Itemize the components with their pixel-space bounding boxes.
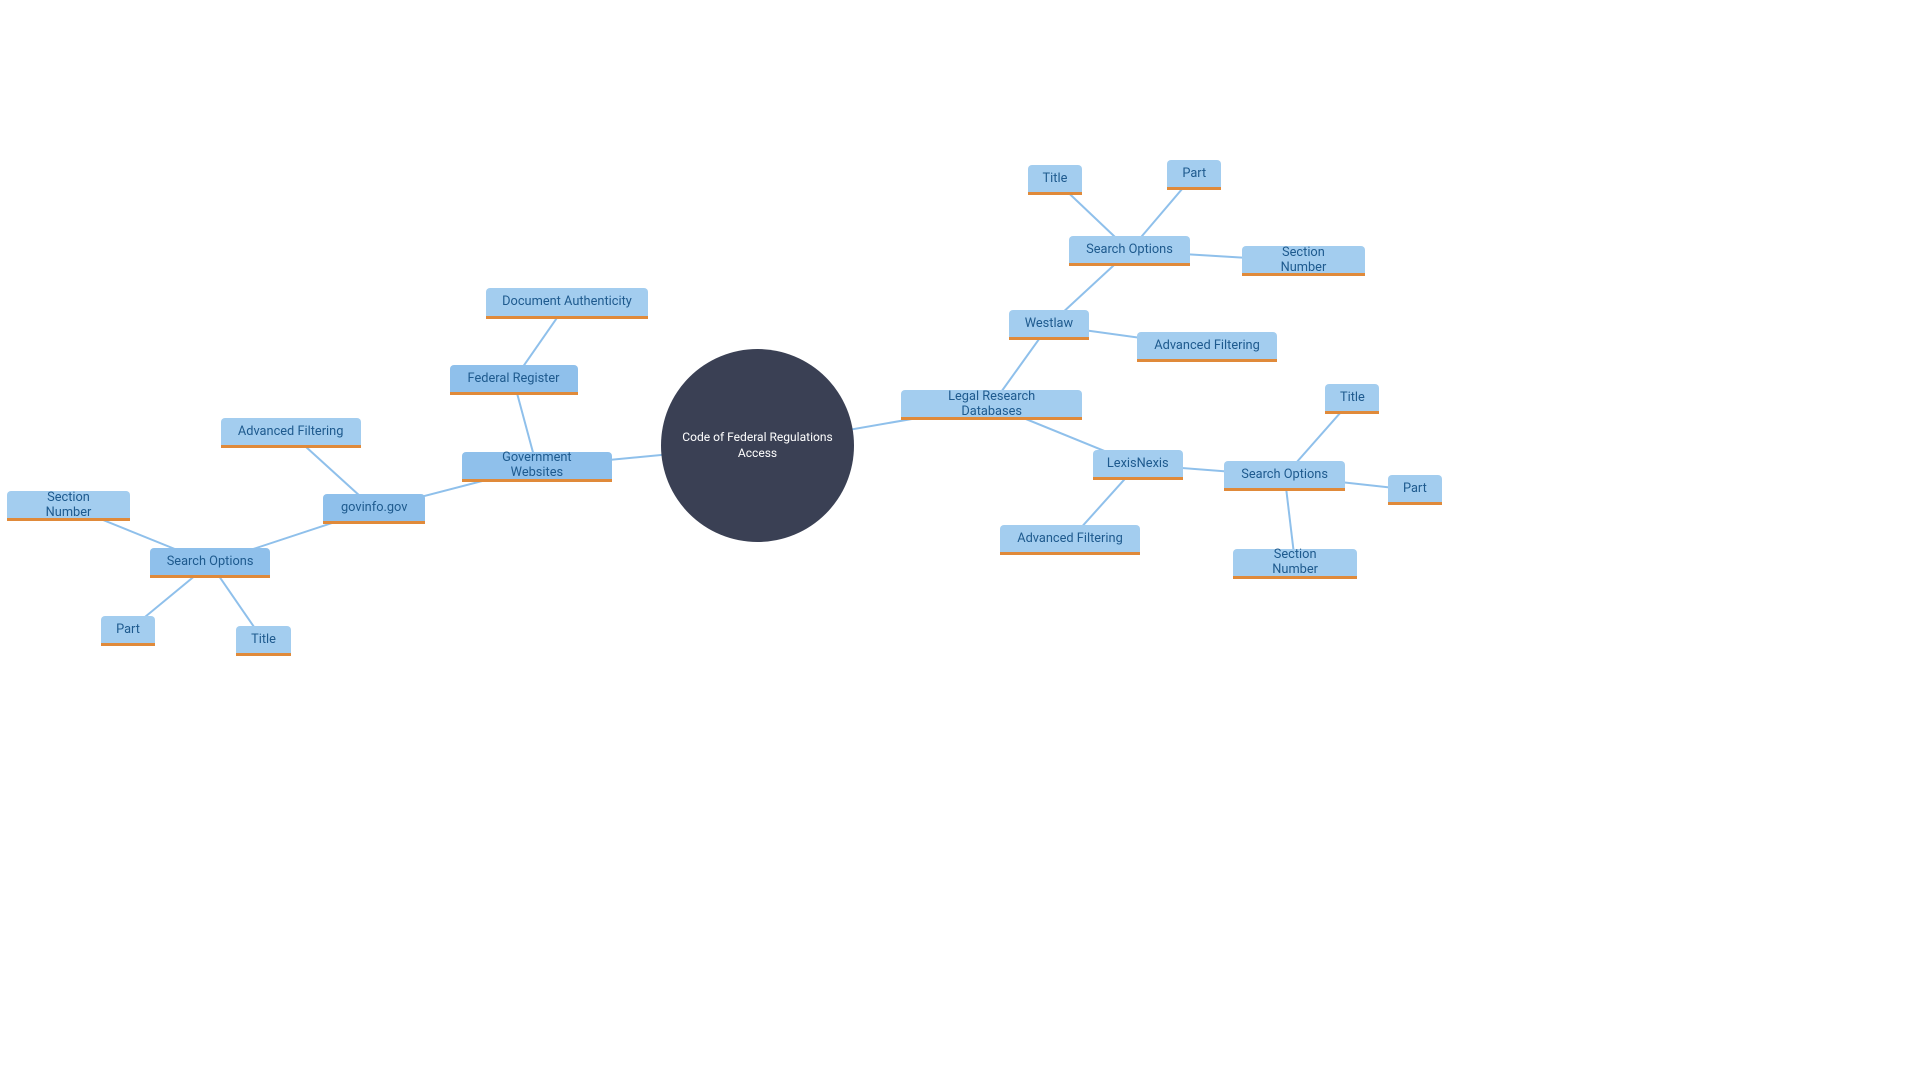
- central-node[interactable]: Code of Federal Regulations Access: [661, 349, 854, 542]
- node-title3[interactable]: Title: [1325, 384, 1379, 414]
- node-label: Part: [116, 622, 140, 637]
- node-fedreg[interactable]: Federal Register: [450, 365, 578, 395]
- node-legal[interactable]: Legal Research Databases: [901, 390, 1082, 420]
- mindmap-canvas: Code of Federal Regulations Access Govern…: [0, 0, 1920, 1080]
- node-label: Title: [1043, 171, 1068, 186]
- node-label: Westlaw: [1025, 316, 1073, 331]
- node-title1[interactable]: Title: [236, 626, 290, 656]
- node-docauth[interactable]: Document Authenticity: [486, 288, 649, 318]
- node-advfilt3[interactable]: Advanced Filtering: [1000, 525, 1140, 555]
- node-label: Section Number: [1249, 547, 1340, 577]
- node-label: Advanced Filtering: [1017, 531, 1123, 546]
- node-part1[interactable]: Part: [101, 616, 155, 646]
- node-part3[interactable]: Part: [1388, 475, 1442, 505]
- node-label: Advanced Filtering: [1154, 338, 1260, 353]
- node-label: Legal Research Databases: [917, 389, 1066, 419]
- node-search2[interactable]: Search Options: [1069, 236, 1189, 266]
- node-govinfo[interactable]: govinfo.gov: [323, 494, 425, 524]
- node-lexis[interactable]: LexisNexis: [1093, 450, 1183, 480]
- node-secnum3[interactable]: Section Number: [1233, 549, 1356, 579]
- node-label: LexisNexis: [1107, 456, 1169, 471]
- node-label: Title: [1340, 390, 1365, 405]
- node-label: Section Number: [23, 490, 114, 520]
- node-westlaw[interactable]: Westlaw: [1009, 310, 1089, 340]
- node-label: Federal Register: [468, 371, 560, 386]
- node-label: Search Options: [167, 554, 254, 569]
- node-search1[interactable]: Search Options: [150, 548, 270, 578]
- node-label: Advanced Filtering: [238, 424, 344, 439]
- node-label: Section Number: [1258, 245, 1349, 275]
- node-label: Search Options: [1241, 467, 1328, 482]
- edges-layer: [0, 0, 1920, 1080]
- node-advfilt2[interactable]: Advanced Filtering: [1137, 332, 1277, 362]
- node-gov[interactable]: Government Websites: [462, 452, 613, 482]
- node-label: Part: [1182, 166, 1206, 181]
- node-part2[interactable]: Part: [1167, 160, 1221, 190]
- node-advfilt1[interactable]: Advanced Filtering: [221, 418, 361, 448]
- node-secnum1[interactable]: Section Number: [7, 491, 130, 521]
- node-label: Document Authenticity: [502, 294, 632, 309]
- node-label: Search Options: [1086, 242, 1173, 257]
- node-search3[interactable]: Search Options: [1224, 461, 1344, 491]
- node-title2[interactable]: Title: [1028, 165, 1082, 195]
- node-label: Part: [1403, 481, 1427, 496]
- node-label: Government Websites: [478, 450, 597, 480]
- node-label: Title: [251, 632, 276, 647]
- node-secnum2[interactable]: Section Number: [1242, 246, 1365, 276]
- central-node-label: Code of Federal Regulations Access: [681, 430, 834, 461]
- node-label: govinfo.gov: [341, 500, 407, 515]
